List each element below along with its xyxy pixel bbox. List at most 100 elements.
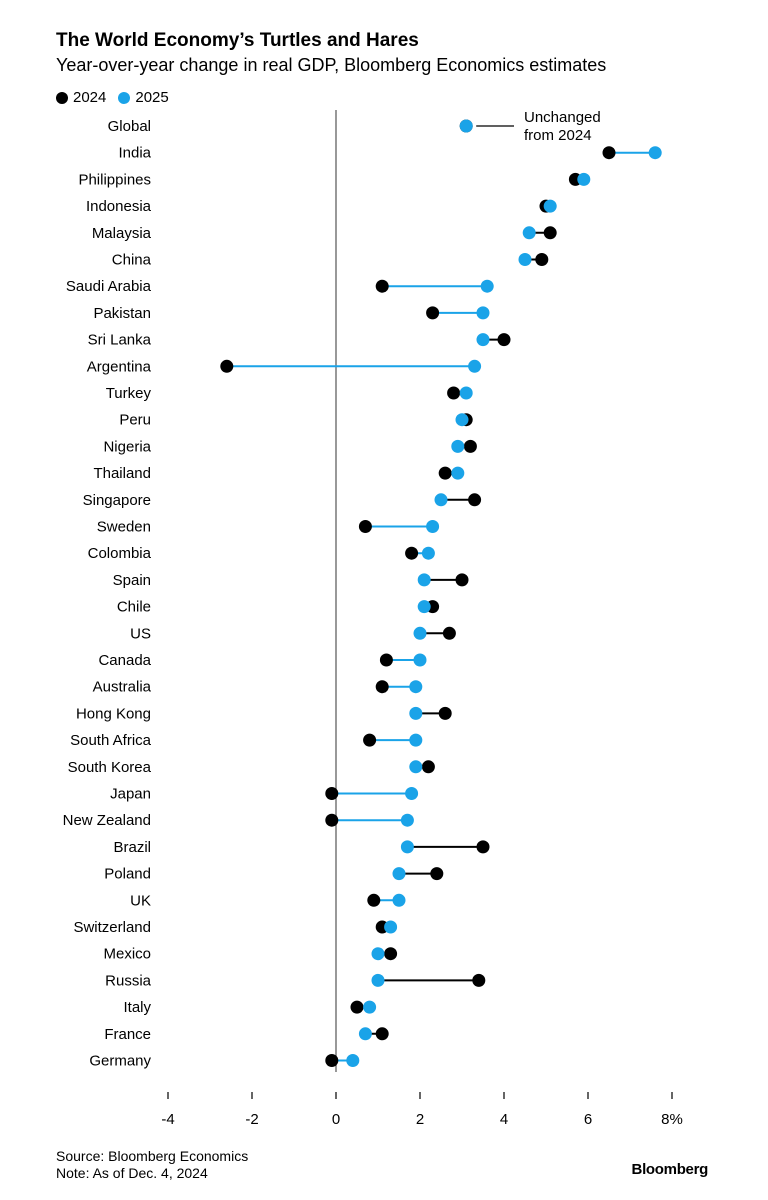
country-label: Turkey [106, 385, 152, 402]
legend-item-2024: 2024 [56, 89, 106, 106]
dot-2025 [384, 920, 398, 934]
dot-2024 [379, 653, 393, 667]
dot-2025 [459, 119, 473, 133]
country-label: New Zealand [63, 812, 151, 829]
dot-2024 [442, 626, 456, 640]
dot-2024 [325, 1054, 339, 1067]
dot-2025 [522, 226, 536, 240]
dot-2024 [363, 733, 377, 747]
country-label: Mexico [103, 946, 151, 963]
chart-subtitle: Year-over-year change in real GDP, Bloom… [56, 55, 607, 75]
dot-2024 [447, 386, 461, 400]
brand-logo: Bloomberg [631, 1161, 709, 1178]
legend-label-2024: 2024 [73, 89, 107, 106]
country-label: France [104, 1026, 151, 1043]
dot-2024 [375, 279, 389, 293]
date-note: Note: As of Dec. 4, 2024 [56, 1165, 208, 1181]
country-label: Pakistan [93, 305, 151, 322]
dot-2024 [421, 760, 435, 774]
dot-2025 [371, 973, 385, 987]
dot-2024 [375, 1027, 389, 1041]
country-label: Philippines [78, 171, 151, 188]
dot-2024 [358, 520, 372, 533]
dot-2025 [421, 546, 435, 560]
country-label: Spain [113, 572, 151, 589]
dot-2025 [468, 359, 482, 373]
dot-2025 [476, 333, 490, 347]
dot-2025 [543, 199, 557, 213]
dot-2025 [392, 893, 406, 907]
dot-2024 [455, 573, 469, 587]
dot-2025 [413, 626, 427, 640]
dot-2025 [371, 947, 385, 961]
country-label: Poland [104, 866, 151, 883]
legend-dot-2025 [118, 91, 131, 104]
country-label: Italy [123, 999, 151, 1016]
country-label: Canada [98, 652, 151, 669]
dot-2025 [400, 840, 414, 854]
dot-2025 [417, 573, 431, 587]
country-label: Argentina [87, 358, 152, 375]
x-tick-label: 8% [661, 1111, 683, 1128]
x-tick-label: -2 [245, 1111, 258, 1128]
country-label: Global [108, 118, 151, 135]
dot-2024 [375, 680, 389, 694]
country-label: China [112, 252, 152, 269]
dot-2025 [346, 1054, 360, 1067]
x-tick-label: -4 [161, 1111, 174, 1128]
dot-2025 [392, 867, 406, 881]
country-label: Indonesia [86, 198, 152, 215]
dot-2024 [325, 813, 339, 827]
dot-2024 [463, 439, 477, 453]
chart-title: The World Economy’s Turtles and Hares [56, 30, 419, 51]
footer: Source: Bloomberg Economics Note: As of … [56, 1148, 248, 1182]
dot-2025 [577, 172, 591, 186]
x-tick-label: 2 [416, 1111, 424, 1128]
country-label: Peru [119, 412, 151, 429]
legend-label-2025: 2025 [135, 89, 169, 106]
country-label: Nigeria [103, 438, 151, 455]
annotation-line-2: from 2024 [524, 127, 592, 144]
dot-2025 [400, 813, 414, 827]
dot-2024 [384, 947, 398, 961]
dot-2024 [476, 840, 490, 854]
country-label: Thailand [93, 465, 151, 482]
legend-item-2025: 2025 [118, 89, 169, 106]
country-label: Russia [105, 972, 152, 989]
dot-2025 [409, 760, 423, 774]
dot-2025 [413, 653, 427, 667]
dot-2025 [426, 520, 440, 533]
country-label: India [118, 145, 151, 162]
x-tick-label: 6 [584, 1111, 592, 1128]
dot-2025 [455, 413, 469, 427]
dot-2024 [325, 787, 339, 800]
dot-2024 [438, 466, 452, 480]
dot-2024 [535, 253, 549, 266]
country-label: Brazil [113, 839, 151, 856]
legend-dot-2024 [56, 91, 68, 104]
dot-2024 [220, 359, 234, 373]
dot-2025 [409, 733, 423, 747]
dot-2025 [518, 253, 532, 266]
country-label: UK [130, 892, 151, 909]
country-label: US [130, 625, 151, 642]
dot-2024 [426, 306, 440, 320]
country-label: South Korea [68, 759, 152, 776]
dot-2024 [430, 867, 444, 881]
dot-2024 [472, 973, 486, 987]
country-label: Saudi Arabia [66, 278, 152, 295]
country-label: Malaysia [92, 225, 152, 242]
country-label: Colombia [88, 545, 152, 562]
country-label: Sweden [97, 519, 151, 536]
country-label: Hong Kong [76, 705, 151, 722]
dot-2025 [476, 306, 490, 320]
country-label: Germany [89, 1053, 151, 1070]
dot-2025 [480, 279, 494, 293]
annotation-line-1: Unchanged [524, 109, 601, 126]
dot-2024 [350, 1000, 364, 1014]
dot-2024 [438, 706, 452, 720]
dot-2024 [468, 493, 482, 507]
country-label: South Africa [70, 732, 152, 749]
dot-2025 [417, 600, 431, 614]
